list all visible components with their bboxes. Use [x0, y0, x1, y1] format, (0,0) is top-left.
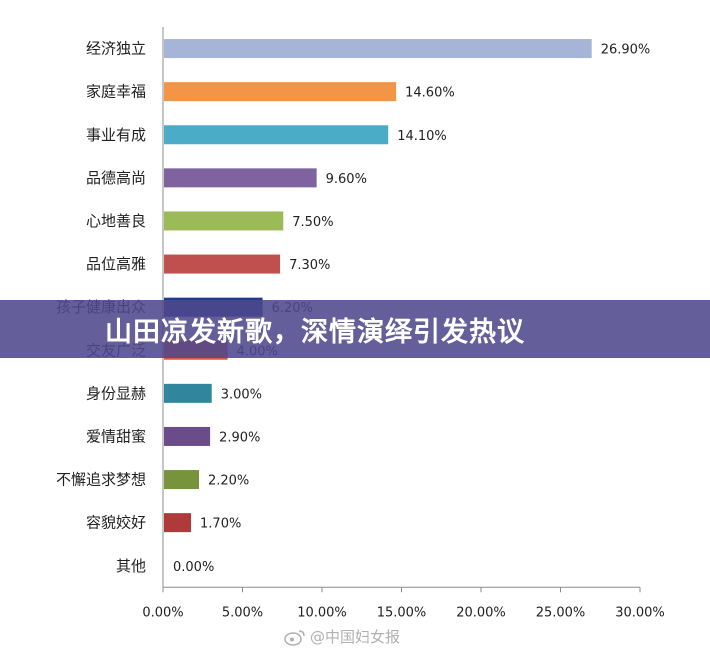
- value-label: 7.50%: [292, 215, 333, 230]
- value-label: 7.30%: [289, 258, 330, 273]
- value-label: 2.90%: [219, 430, 260, 445]
- bar-2: [164, 125, 389, 145]
- x-tick-label: 15.00%: [377, 605, 427, 620]
- watermark: @中国妇女报: [284, 626, 400, 647]
- category-label: 品位高雅: [86, 255, 146, 273]
- category-label: 不懈追求梦想: [56, 471, 146, 489]
- bar-11: [164, 513, 192, 533]
- value-label: 26.90%: [601, 43, 651, 58]
- category-label: 爱情甜蜜: [86, 427, 146, 445]
- category-label: 事业有成: [86, 126, 146, 144]
- x-tick-label: 20.00%: [456, 605, 506, 620]
- x-tick-label: 5.00%: [222, 605, 263, 620]
- value-labels-group: 26.90%14.60%14.10%9.60%7.50%7.30%6.20%4.…: [173, 43, 650, 575]
- x-tick-label: 10.00%: [297, 605, 347, 620]
- category-label: 其他: [116, 557, 146, 575]
- x-tick-label: 30.00%: [615, 605, 665, 620]
- value-label: 14.10%: [397, 129, 447, 144]
- value-label: 2.20%: [208, 474, 249, 489]
- weibo-icon: [284, 629, 305, 646]
- category-label: 品德高尚: [86, 169, 146, 187]
- category-label: 容貌姣好: [86, 514, 146, 532]
- bar-10: [164, 470, 199, 490]
- value-label: 3.00%: [221, 387, 262, 402]
- x-tick-label: 0.00%: [142, 605, 183, 620]
- bars-group: [164, 39, 592, 533]
- value-label: 1.70%: [200, 517, 241, 532]
- value-label: 14.60%: [405, 86, 455, 101]
- bar-0: [164, 39, 592, 59]
- headline-text: 山田凉发新歌，深情演绎引发热议: [105, 316, 525, 348]
- category-label: 身份显赫: [86, 384, 146, 402]
- x-tick-label: 25.00%: [536, 605, 586, 620]
- category-label: 心地善良: [86, 212, 146, 230]
- bar-8: [164, 383, 212, 403]
- value-label: 9.60%: [326, 172, 367, 187]
- bar-4: [164, 211, 284, 231]
- bar-9: [164, 426, 211, 446]
- category-label: 家庭幸福: [86, 83, 146, 101]
- x-ticks-group: 0.00% 5.00% 10.00% 15.00% 20.00% 25.00% 30.00%: [142, 587, 665, 620]
- watermark-text: @中国妇女报: [310, 628, 401, 646]
- bar-5: [164, 254, 281, 274]
- headline-banner: 山田凉发新歌，深情演绎引发热议: [0, 300, 710, 358]
- category-label: 经济独立: [86, 40, 146, 58]
- bar-1: [164, 82, 397, 102]
- value-label: 0.00%: [173, 560, 214, 575]
- bar-3: [164, 168, 317, 188]
